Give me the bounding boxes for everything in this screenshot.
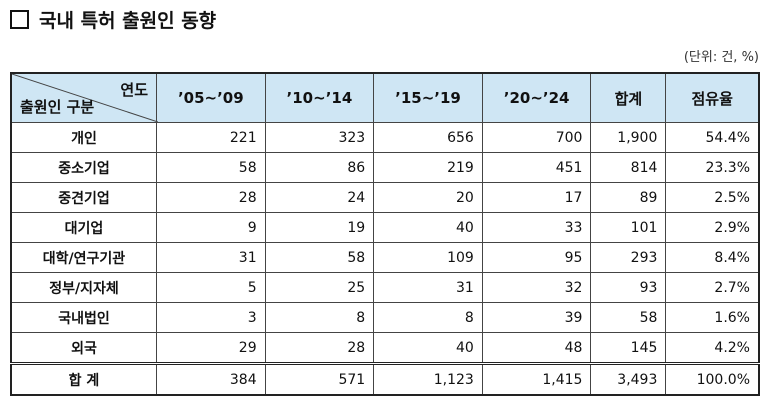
column-header: ’05~’09 (156, 72, 266, 123)
row-label: 중소기업 (10, 152, 157, 183)
cell: 20 (373, 182, 483, 213)
cell: 1,123 (373, 362, 483, 396)
cell: 8 (373, 302, 483, 333)
cell: 219 (373, 152, 483, 183)
cell: 28 (264, 332, 375, 364)
cell: 109 (373, 242, 483, 273)
cell: 100.0% (665, 362, 760, 396)
row-label: 개인 (10, 122, 157, 153)
cell: 25 (264, 272, 375, 303)
column-header: ’10~’14 (264, 72, 375, 123)
corner-bottom: 출원인 구분 (20, 98, 95, 116)
column-header: ’15~’19 (373, 72, 483, 123)
table-row: 외국 29 28 40 48 145 4.2% (10, 332, 760, 364)
row-label: 국내법인 (10, 302, 157, 333)
cell: 40 (373, 212, 483, 243)
table-row: 중견기업 28 24 20 17 89 2.5% (10, 182, 760, 213)
cell: 54.4% (665, 122, 760, 153)
corner-cell: 연도 출원인 구분 (10, 72, 158, 123)
table-row: 대학/연구기관 31 58 109 95 293 8.4% (10, 242, 760, 273)
cell: 28 (156, 182, 266, 213)
cell: 4.2% (665, 332, 760, 364)
cell: 571 (264, 362, 375, 396)
table-body: 개인 221 323 656 700 1,900 54.4% 중소기업 58 86 219 451 81… (10, 122, 760, 396)
cell: 40 (373, 332, 483, 364)
column-header: ’20~’24 (481, 72, 592, 123)
cell: 221 (156, 122, 266, 153)
cell: 86 (264, 152, 375, 183)
cell: 323 (264, 122, 375, 153)
title-box (10, 10, 29, 29)
cell: 2.7% (665, 272, 760, 303)
cell: 19 (264, 212, 375, 243)
title-row: 국내 특허 출원인 동향 (10, 6, 216, 33)
cell: 1,415 (481, 362, 592, 396)
cell: 5 (156, 272, 266, 303)
cell: 8 (264, 302, 375, 333)
cell: 384 (156, 362, 266, 396)
diagonal (12, 74, 158, 122)
cell: 145 (590, 332, 667, 364)
cell: 700 (481, 122, 592, 153)
table-row: 개인 221 323 656 700 1,900 54.4% (10, 122, 760, 153)
unit-note: (단위: 건, %) (683, 50, 759, 65)
row-label: 정부/지자체 (10, 272, 157, 303)
total-row: 합 계 384 571 1,123 1,415 3,493 100.0% (10, 362, 760, 396)
row-label: 외국 (10, 332, 157, 364)
cell: 2.5% (665, 182, 760, 213)
cell: 89 (590, 182, 667, 213)
data-table: 연도 출원인 구분 ’05~’09’10~’14’15~’19’20~’24 합계… (10, 72, 760, 396)
title: 국내 특허 출원인 동향 (39, 10, 217, 32)
cell: 101 (590, 212, 667, 243)
header-row: 연도 출원인 구분 ’05~’09’10~’14’15~’19’20~’24 합계… (10, 72, 760, 123)
cell: 95 (481, 242, 592, 273)
cell: 451 (481, 152, 592, 183)
row-label: 대기업 (10, 212, 157, 243)
column-header: 합계 (590, 72, 667, 123)
cell: 29 (156, 332, 266, 364)
cell: 33 (481, 212, 592, 243)
cell: 1,900 (590, 122, 667, 153)
corner-top: 연도 (120, 81, 148, 99)
cell: 3 (156, 302, 266, 333)
cell: 293 (590, 242, 667, 273)
cell: 2.9% (665, 212, 760, 243)
cell: 23.3% (665, 152, 760, 183)
cell: 8.4% (665, 242, 760, 273)
cell: 9 (156, 212, 266, 243)
table-row: 국내법인 3 8 8 39 58 1.6% (10, 302, 760, 333)
table-row: 대기업 9 19 40 33 101 2.9% (10, 212, 760, 243)
cell: 39 (481, 302, 592, 333)
cell: 17 (481, 182, 592, 213)
cell: 656 (373, 122, 483, 153)
row-label: 중견기업 (10, 182, 157, 213)
cell: 3,493 (590, 362, 667, 396)
cell: 93 (590, 272, 667, 303)
table-row: 정부/지자체 5 25 31 32 93 2.7% (10, 272, 760, 303)
cell: 58 (156, 152, 266, 183)
row-label: 대학/연구기관 (10, 242, 157, 273)
cell: 24 (264, 182, 375, 213)
cell: 1.6% (665, 302, 760, 333)
column-header: 점유율 (665, 72, 760, 123)
row-label: 합 계 (10, 362, 157, 396)
cell: 58 (264, 242, 375, 273)
table-row: 중소기업 58 86 219 451 814 23.3% (10, 152, 760, 183)
cell: 31 (373, 272, 483, 303)
cell: 48 (481, 332, 592, 364)
cell: 814 (590, 152, 667, 183)
cell: 32 (481, 272, 592, 303)
cell: 58 (590, 302, 667, 333)
cell: 31 (156, 242, 266, 273)
